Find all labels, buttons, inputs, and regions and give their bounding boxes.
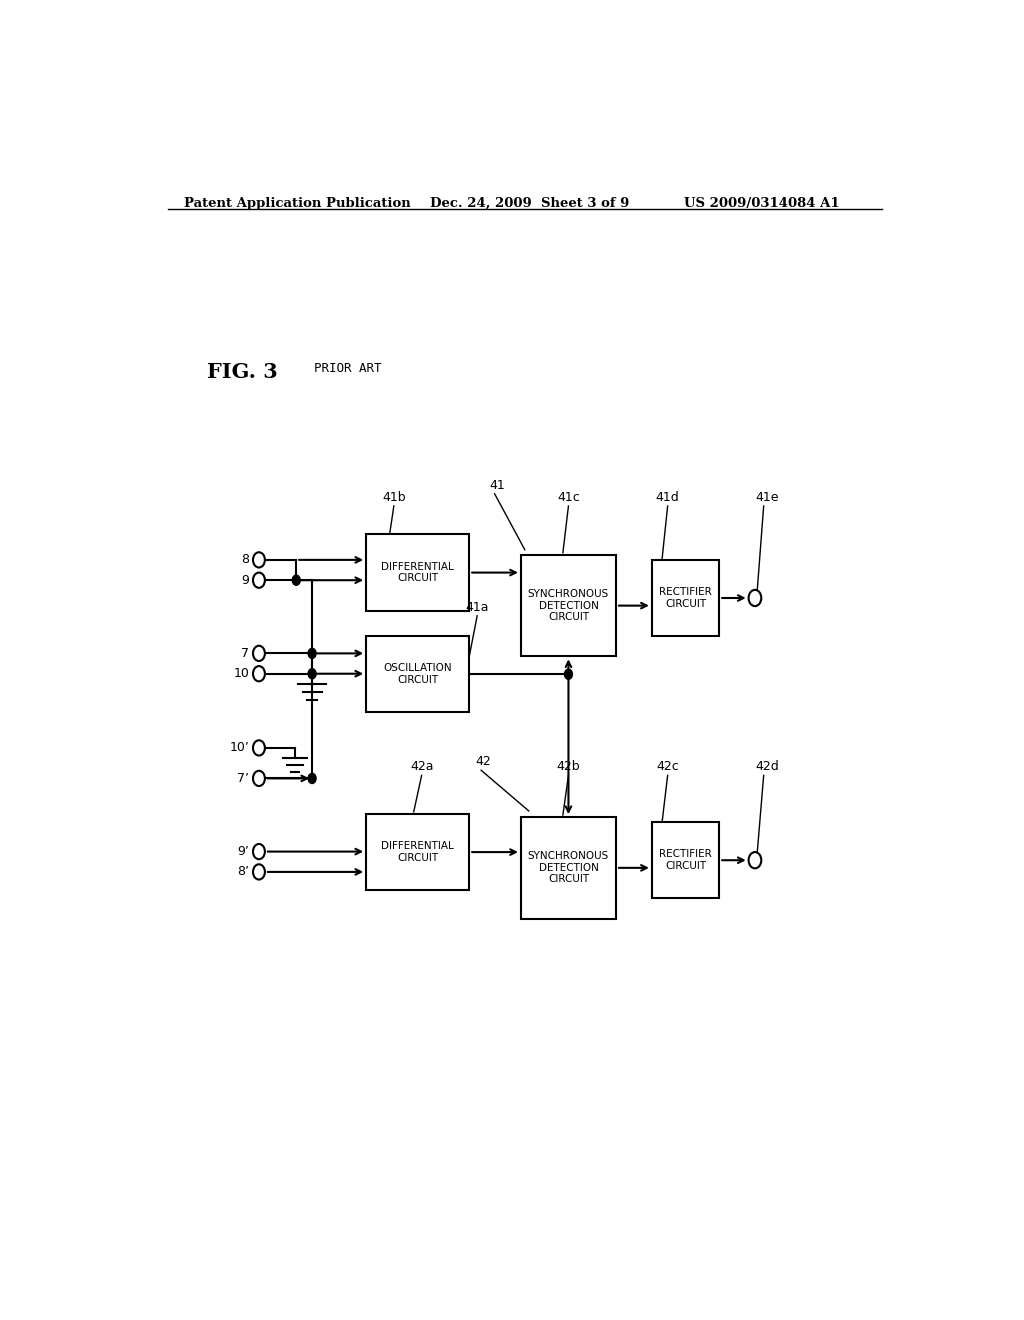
Text: 42d: 42d [755, 760, 778, 774]
Text: 41e: 41e [755, 491, 778, 504]
Circle shape [308, 669, 316, 678]
Text: 41b: 41b [382, 491, 406, 504]
Bar [652, 822, 719, 899]
Bar [652, 560, 719, 636]
Text: DIFFERENTIAL
CIRCUIT: DIFFERENTIAL CIRCUIT [381, 841, 454, 863]
Circle shape [292, 576, 300, 585]
Text: Patent Application Publication: Patent Application Publication [183, 197, 411, 210]
Text: US 2009/0314084 A1: US 2009/0314084 A1 [684, 197, 839, 210]
Text: PRIOR ART: PRIOR ART [314, 362, 382, 375]
Text: 42c: 42c [656, 760, 679, 774]
Text: 41d: 41d [655, 491, 680, 504]
Text: 10: 10 [233, 667, 250, 680]
Text: FIG. 3: FIG. 3 [207, 362, 279, 381]
Bar [521, 554, 616, 656]
Text: 41c: 41c [557, 491, 580, 504]
Text: 41: 41 [489, 479, 505, 492]
Text: 9’: 9’ [238, 845, 250, 858]
Text: 8’: 8’ [238, 866, 250, 878]
Text: 42: 42 [476, 755, 492, 768]
Text: 8: 8 [242, 553, 250, 566]
Text: 9: 9 [242, 574, 250, 586]
Text: 41a: 41a [466, 601, 488, 614]
Bar [521, 817, 616, 919]
Text: RECTIFIER
CIRCUIT: RECTIFIER CIRCUIT [659, 850, 712, 871]
Text: RECTIFIER
CIRCUIT: RECTIFIER CIRCUIT [659, 587, 712, 609]
Circle shape [308, 648, 316, 659]
Bar [367, 636, 469, 713]
Text: Dec. 24, 2009  Sheet 3 of 9: Dec. 24, 2009 Sheet 3 of 9 [430, 197, 629, 210]
Text: 7: 7 [242, 647, 250, 660]
Circle shape [564, 669, 572, 680]
Bar [367, 535, 469, 611]
Text: DIFFERENTIAL
CIRCUIT: DIFFERENTIAL CIRCUIT [381, 562, 454, 583]
Text: SYNCHRONOUS
DETECTION
CIRCUIT: SYNCHRONOUS DETECTION CIRCUIT [527, 589, 609, 622]
Text: OSCILLATION
CIRCUIT: OSCILLATION CIRCUIT [383, 664, 452, 685]
Text: SYNCHRONOUS
DETECTION
CIRCUIT: SYNCHRONOUS DETECTION CIRCUIT [527, 851, 609, 884]
Text: 7’: 7’ [238, 772, 250, 785]
Bar [367, 814, 469, 890]
Circle shape [308, 774, 316, 784]
Text: 42a: 42a [410, 760, 433, 774]
Text: 10’: 10’ [229, 742, 250, 755]
Text: 42b: 42b [557, 760, 581, 774]
